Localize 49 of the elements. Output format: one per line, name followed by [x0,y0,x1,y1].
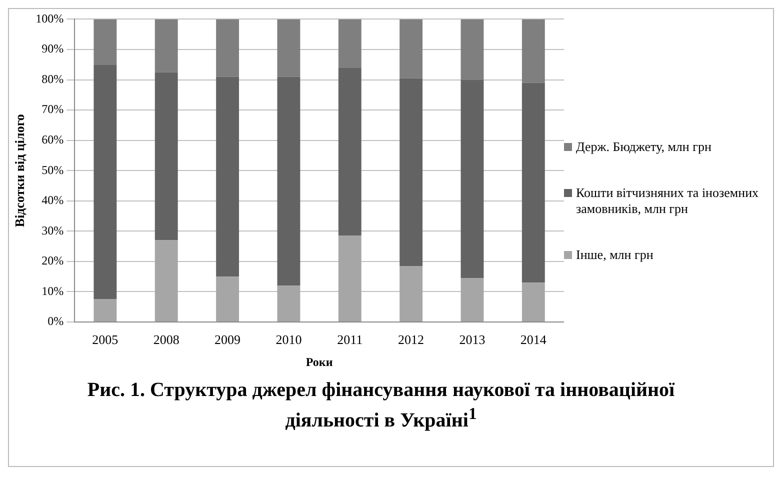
y-tick-label: 10% [42,284,64,298]
y-tick-label: 0% [48,314,64,328]
bar [216,76,240,277]
y-tick-label: 40% [42,193,64,208]
y-tick-label: 60% [42,132,64,146]
bar [277,19,300,77]
bar [460,80,484,278]
bar [94,299,117,322]
text: Рис. 1. Структура джерел фінансування наукової та інноваційної діяльності в Україні$^{1}$ [86,378,676,433]
bar [277,286,300,322]
bar [400,266,423,322]
x-tick-label: 2014 [520,332,547,348]
y-tick-label: 70% [42,102,64,116]
bar [460,278,484,322]
x-tick-label: 2012 [398,332,424,348]
y-tick-label: 100% [36,11,64,26]
legend-label: Держ. Бюджету, млн грн [576,139,712,155]
bar [522,82,545,283]
x-tick-label: 2013 [459,332,486,348]
y-axis-title: Відсотки від цілого [12,114,28,228]
bar [400,19,423,78]
bar [154,72,178,240]
x-tick-label: 2009 [214,332,241,348]
bar [338,68,362,236]
y-tick-label: 80% [42,72,64,86]
bar [460,19,484,80]
bar [522,282,545,322]
x-tick-label: 2008 [153,332,180,348]
x-tick-label: 2010 [276,332,302,348]
bar [94,19,117,65]
bar [522,19,545,83]
bar [94,64,117,300]
legend-label: Інше, млн грн [576,247,654,263]
bar [154,240,178,322]
x-tick-label: 2011 [337,332,363,348]
bar [154,19,178,72]
y-tick-label: 50% [42,162,64,177]
x-tick-label: 2005 [92,332,118,348]
bar [277,76,300,286]
y-tick-label: 90% [42,42,64,56]
bar [338,19,362,68]
x-axis-title: Роки [306,354,333,369]
legend-label: Кошти вітчизняних та іноземних замовників, млн грн [576,185,760,217]
y-tick-label: 30% [42,223,64,238]
y-tick-label: 20% [42,254,64,268]
bar [216,19,240,77]
bar [216,276,240,322]
bar [400,78,423,266]
bar [338,236,362,322]
